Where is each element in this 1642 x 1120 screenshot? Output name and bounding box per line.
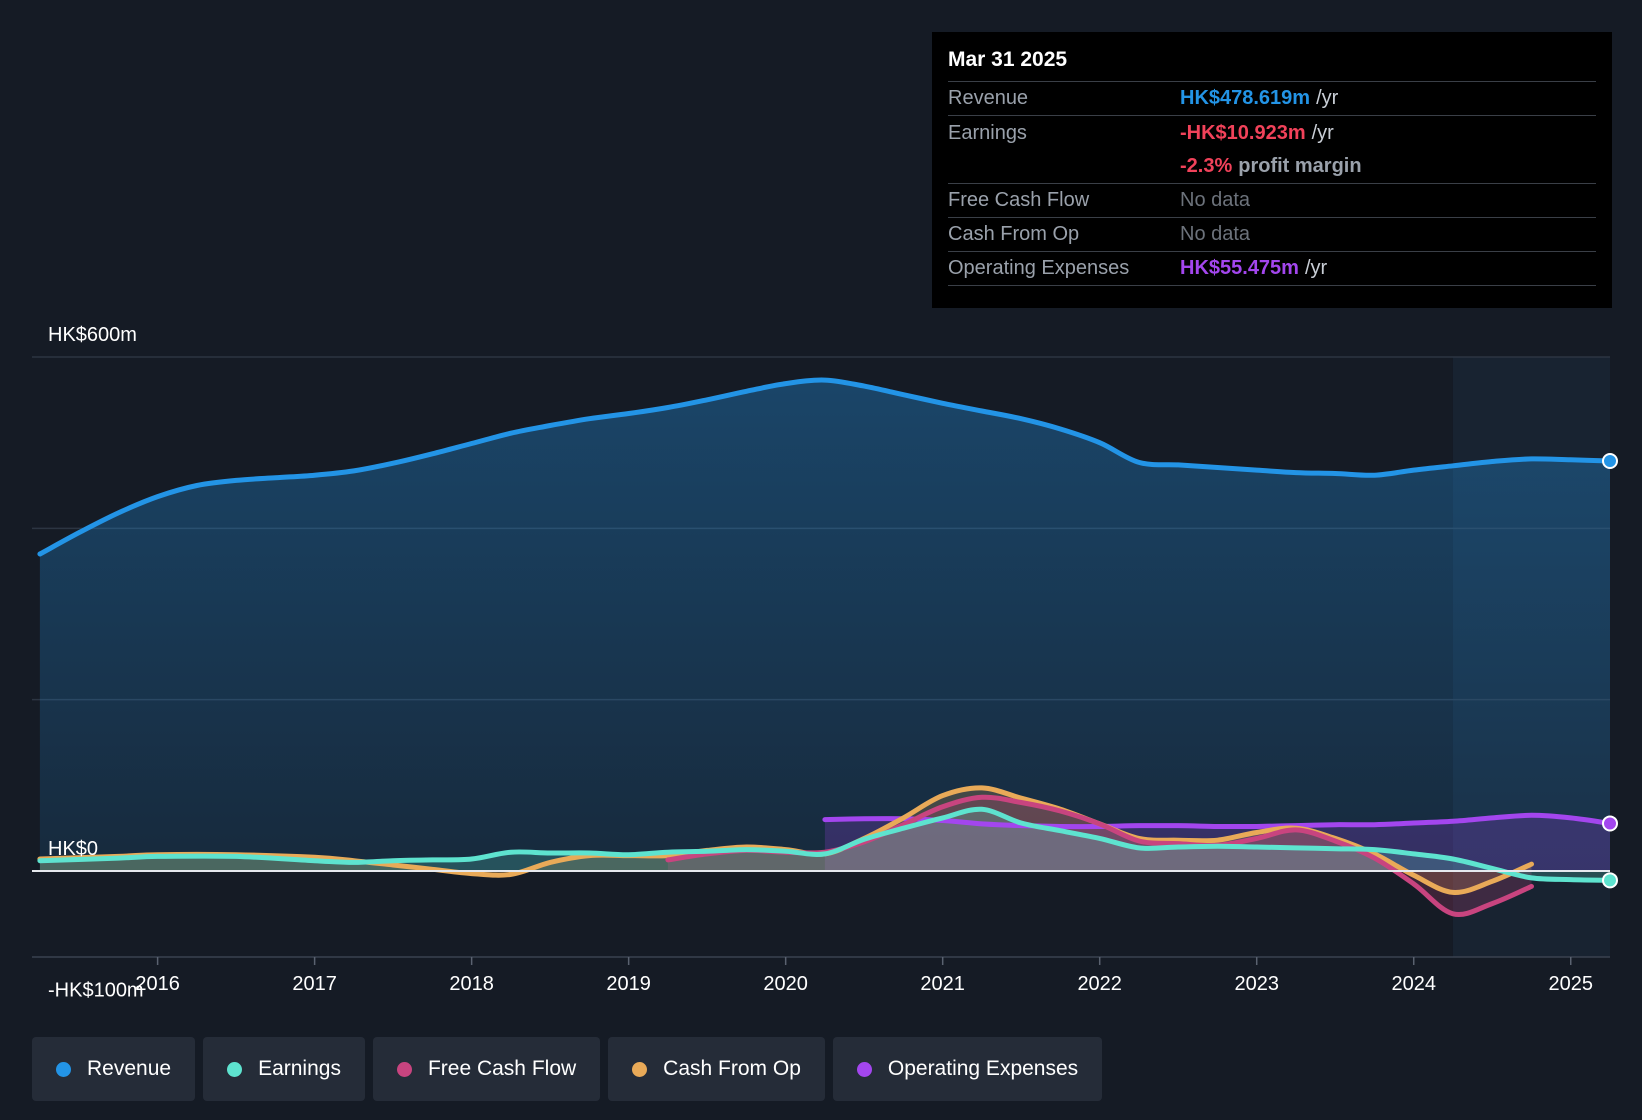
x-tick-label: 2022 [1077, 973, 1122, 995]
line-revenue [37, 377, 1613, 557]
y-axis-label: HK$600m [48, 324, 137, 346]
tooltip-earnings-value: -HK$10.923m [1180, 121, 1306, 144]
tooltip-opex-unit: /yr [1304, 257, 1328, 279]
tooltip-revenue-unit: /yr [1316, 87, 1339, 109]
x-axis-ticks: 2016 2017 2018 2019 2020 2021 2022 2023 2024 2025 [135, 957, 1593, 995]
series-areas [39, 380, 1610, 915]
tooltip-revenue-label: Revenue [948, 87, 1029, 109]
legend-label: Revenue [87, 1057, 172, 1080]
legend-item-free-cash-flow[interactable]: Free Cash Flow [372, 1037, 601, 1101]
x-tick-label: 2016 [135, 973, 180, 995]
line-earnings [37, 806, 1613, 883]
end-marker-earnings[interactable] [1602, 872, 1618, 889]
tooltip-earnings-unit: /yr [1311, 121, 1334, 144]
area-revenue [39, 380, 1610, 871]
x-tick-label: 2020 [763, 973, 808, 995]
tooltip-row-cfo: Cash From Op No data [948, 218, 1596, 252]
tooltip-row-margin: -2.3% profit margin [948, 150, 1596, 184]
legend-label: Free Cash Flow [427, 1057, 577, 1080]
legend-dot-icon [227, 1061, 243, 1077]
series-lines [32, 377, 1613, 917]
end-marker-revenue[interactable] [1602, 452, 1618, 469]
series-end-dots [1602, 452, 1618, 889]
tooltip-panel: Mar 31 2025 Revenue HK$478.619m /yr Earn… [932, 32, 1612, 308]
legend-item-operating-expenses[interactable]: Operating Expenses [832, 1037, 1103, 1101]
y-axis-labels: HK$600m HK$0 -HK$100m [48, 324, 144, 1002]
legend-dot-icon [56, 1061, 71, 1077]
legend-label: Cash From Op [663, 1057, 801, 1080]
tooltip-row-revenue: Revenue HK$478.619m /yr [948, 82, 1596, 116]
area-earnings [39, 809, 1610, 881]
legend-dot-icon [396, 1061, 412, 1077]
tooltip-earnings-label: Earnings [948, 121, 1027, 144]
legend-item-revenue[interactable]: Revenue [32, 1037, 196, 1101]
x-tick-label: 2023 [1234, 973, 1279, 995]
legend: Revenue Earnings Free Cash Flow Cash Fro… [32, 1037, 1110, 1101]
tooltip-cfo-label: Cash From Op [948, 223, 1080, 245]
tooltip-opex-value: HK$55.475m [1180, 257, 1299, 279]
line-operating-expenses [822, 812, 1613, 830]
tooltip-date: Mar 31 2025 [948, 48, 1596, 82]
y-axis-label: -HK$100m [48, 980, 144, 1002]
tooltip-margin-value: -2.3% [1180, 155, 1233, 177]
tooltip-row-earnings: Earnings -HK$10.923m /yr [948, 116, 1596, 150]
tooltip-revenue-value: HK$478.619m [1180, 87, 1311, 109]
chart: HK$600m HK$0 -HK$100m 2016 2017 2018 2019 2020… [32, 324, 1618, 1002]
tooltip-cfo-value: No data [1180, 223, 1251, 245]
legend-label: Earnings [258, 1057, 341, 1080]
legend-item-earnings[interactable]: Earnings [203, 1037, 365, 1101]
y-axis-label: HK$0 [48, 838, 98, 860]
legend-label: Operating Expenses [887, 1057, 1079, 1080]
area-cash-from-op [39, 787, 1532, 893]
end-marker-operating-expenses[interactable] [1602, 815, 1618, 832]
area-free-cash-flow [667, 797, 1532, 915]
tooltip-margin-text: profit margin [1238, 155, 1362, 177]
x-tick-label: 2017 [292, 973, 337, 995]
tooltip-row-opex: Operating Expenses HK$55.475m /yr [948, 252, 1596, 286]
tooltip-fcf-value: No data [1180, 189, 1251, 211]
legend-item-cash-from-op[interactable]: Cash From Op [608, 1037, 825, 1101]
x-tick-label: 2018 [449, 973, 494, 995]
tooltip-fcf-label: Free Cash Flow [948, 189, 1090, 211]
x-tick-label: 2025 [1548, 973, 1593, 995]
x-tick-label: 2019 [606, 973, 651, 995]
x-tick-label: 2021 [920, 973, 965, 995]
legend-dot-icon [856, 1061, 872, 1077]
x-tick-label: 2024 [1391, 973, 1436, 995]
tooltip-row-fcf: Free Cash Flow No data [948, 184, 1596, 218]
tooltip-opex-label: Operating Expenses [948, 257, 1130, 279]
legend-dot-icon [632, 1061, 648, 1077]
